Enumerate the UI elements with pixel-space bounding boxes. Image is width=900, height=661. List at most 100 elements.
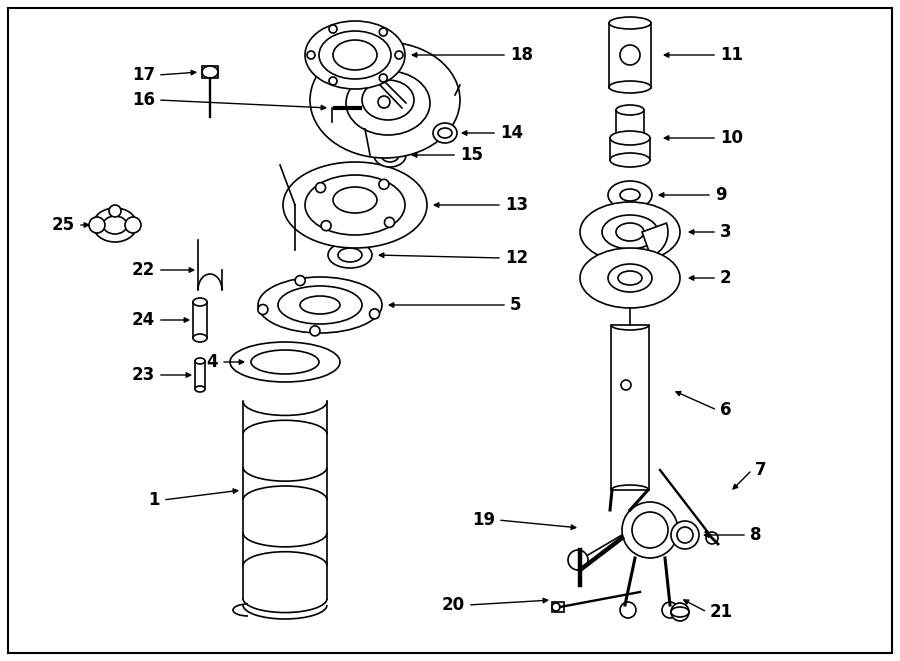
Bar (193, 302, 207, 338)
Bar (609, 23, 651, 88)
Ellipse shape (346, 71, 430, 135)
Circle shape (552, 603, 560, 611)
Bar (202, 66, 218, 78)
Ellipse shape (305, 175, 405, 235)
Ellipse shape (338, 248, 362, 262)
Circle shape (310, 326, 320, 336)
Circle shape (384, 217, 394, 227)
Circle shape (295, 276, 305, 286)
Ellipse shape (202, 66, 218, 78)
Ellipse shape (671, 521, 699, 549)
Ellipse shape (310, 42, 460, 158)
Ellipse shape (610, 153, 650, 167)
Circle shape (706, 532, 718, 544)
Text: 6: 6 (720, 401, 732, 419)
Ellipse shape (93, 208, 137, 242)
Circle shape (258, 305, 268, 315)
Circle shape (109, 205, 121, 217)
Bar (610, 138, 650, 160)
Ellipse shape (362, 80, 414, 120)
Text: 17: 17 (132, 66, 155, 84)
Circle shape (632, 512, 668, 548)
Text: 23: 23 (131, 366, 155, 384)
Circle shape (125, 217, 141, 233)
Circle shape (329, 25, 337, 33)
Text: 19: 19 (472, 511, 495, 529)
Text: 8: 8 (750, 526, 761, 544)
Circle shape (620, 602, 636, 618)
Text: 22: 22 (131, 261, 155, 279)
Wedge shape (642, 223, 668, 256)
Ellipse shape (300, 296, 340, 314)
Ellipse shape (283, 162, 427, 248)
Ellipse shape (608, 264, 652, 292)
Ellipse shape (620, 189, 640, 201)
Ellipse shape (193, 334, 207, 342)
Ellipse shape (671, 607, 689, 617)
Circle shape (568, 550, 588, 570)
Text: 18: 18 (510, 46, 533, 64)
Text: 12: 12 (505, 249, 528, 267)
Ellipse shape (328, 242, 372, 268)
Ellipse shape (251, 350, 319, 374)
Ellipse shape (609, 17, 651, 29)
Text: 20: 20 (442, 596, 465, 614)
Circle shape (329, 77, 337, 85)
Circle shape (622, 502, 678, 558)
Text: 10: 10 (720, 129, 743, 147)
Circle shape (620, 45, 640, 65)
Ellipse shape (580, 202, 680, 262)
Text: 7: 7 (755, 461, 767, 479)
Ellipse shape (333, 40, 377, 70)
Text: 11: 11 (720, 46, 743, 64)
Ellipse shape (195, 386, 205, 392)
Ellipse shape (602, 215, 658, 249)
Circle shape (378, 96, 390, 108)
Ellipse shape (258, 277, 382, 333)
Ellipse shape (438, 128, 452, 138)
Circle shape (379, 74, 387, 82)
Ellipse shape (618, 271, 642, 285)
Text: 9: 9 (715, 186, 726, 204)
Bar (611, 325, 649, 490)
Ellipse shape (616, 105, 644, 115)
Ellipse shape (381, 148, 399, 162)
Circle shape (379, 179, 389, 189)
Circle shape (370, 309, 380, 319)
Text: 14: 14 (500, 124, 523, 142)
Circle shape (307, 51, 315, 59)
Ellipse shape (580, 248, 680, 308)
Text: 16: 16 (132, 91, 155, 109)
Ellipse shape (608, 181, 652, 209)
Ellipse shape (278, 286, 362, 324)
Text: 4: 4 (206, 353, 218, 371)
Text: 13: 13 (505, 196, 528, 214)
Ellipse shape (610, 131, 650, 145)
Ellipse shape (305, 21, 405, 89)
Circle shape (671, 603, 689, 621)
Text: 24: 24 (131, 311, 155, 329)
Bar (616, 110, 644, 138)
Circle shape (316, 182, 326, 192)
Ellipse shape (374, 143, 406, 167)
Text: 3: 3 (720, 223, 732, 241)
Circle shape (621, 380, 631, 390)
Circle shape (379, 28, 387, 36)
Bar (195, 361, 205, 389)
Ellipse shape (193, 298, 207, 306)
Ellipse shape (319, 31, 391, 79)
Text: 5: 5 (510, 296, 521, 314)
Text: 21: 21 (710, 603, 734, 621)
Circle shape (321, 221, 331, 231)
Text: 15: 15 (460, 146, 483, 164)
Circle shape (662, 602, 678, 618)
Ellipse shape (677, 527, 693, 543)
Text: 25: 25 (52, 216, 75, 234)
Ellipse shape (616, 223, 644, 241)
Ellipse shape (609, 81, 651, 93)
Ellipse shape (195, 358, 205, 364)
Ellipse shape (333, 187, 377, 213)
Circle shape (89, 217, 105, 233)
Ellipse shape (230, 342, 340, 382)
Ellipse shape (433, 123, 457, 143)
